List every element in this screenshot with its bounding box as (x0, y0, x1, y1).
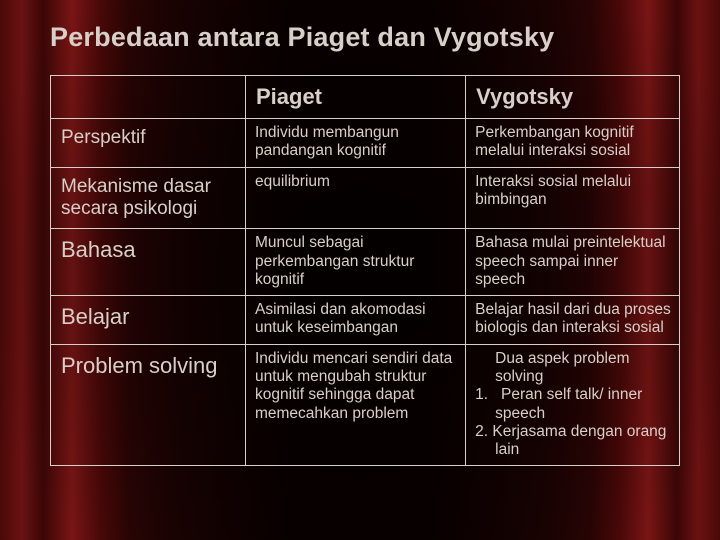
list-item-text: Kerjasama dengan orang lain (492, 423, 666, 458)
row-label: Bahasa (51, 229, 246, 296)
list-item: 1. Peran self talk/ inner speech (475, 386, 671, 423)
header-blank (51, 76, 246, 119)
row-label: Perspektif (51, 118, 246, 167)
cell-vygotsky: Dua aspek problem solving 1. Peran self … (466, 344, 680, 466)
table-row: Perspektif Individu membangun pandangan … (51, 118, 680, 167)
cell-vygotsky: Belajar hasil dari dua proses biologis d… (466, 296, 680, 345)
comparison-table: Piaget Vygotsky Perspektif Individu memb… (50, 75, 680, 466)
row-label: Belajar (51, 296, 246, 345)
header-piaget: Piaget (245, 76, 465, 119)
cell-vygotsky: Perkembangan kognitif melalui interaksi … (466, 118, 680, 167)
cell-vygotsky: Interaksi sosial melalui bimbingan (466, 167, 680, 229)
vygotsky-list: 1. Peran self talk/ inner speech 2. Kerj… (475, 386, 671, 459)
list-item-text: Peran self talk/ inner speech (495, 386, 642, 421)
row-label: Problem solving (51, 344, 246, 466)
cell-piaget: Muncul sebagai perkembangan struktur kog… (245, 229, 465, 296)
table-header-row: Piaget Vygotsky (51, 76, 680, 119)
slide-content: Perbedaan antara Piaget dan Vygotsky Pia… (0, 0, 720, 486)
list-item: 2. Kerjasama dengan orang lain (475, 423, 671, 460)
table-row: Mekanisme dasar secara psikologi equilib… (51, 167, 680, 229)
vygotsky-list-lead: Dua aspek problem solving (475, 350, 671, 387)
table-row: Problem solving Individu mencari sendiri… (51, 344, 680, 466)
table-row: Bahasa Muncul sebagai perkembangan struk… (51, 229, 680, 296)
cell-piaget: Individu membangun pandangan kognitif (245, 118, 465, 167)
table-row: Belajar Asimilasi dan akomodasi untuk ke… (51, 296, 680, 345)
cell-piaget: equilibrium (245, 167, 465, 229)
header-vygotsky: Vygotsky (466, 76, 680, 119)
row-label: Mekanisme dasar secara psikologi (51, 167, 246, 229)
cell-vygotsky: Bahasa mulai preintelektual speech sampa… (466, 229, 680, 296)
slide-title: Perbedaan antara Piaget dan Vygotsky (50, 22, 680, 53)
cell-piaget: Asimilasi dan akomodasi untuk keseimbang… (245, 296, 465, 345)
cell-piaget: Individu mencari sendiri data untuk meng… (245, 344, 465, 466)
